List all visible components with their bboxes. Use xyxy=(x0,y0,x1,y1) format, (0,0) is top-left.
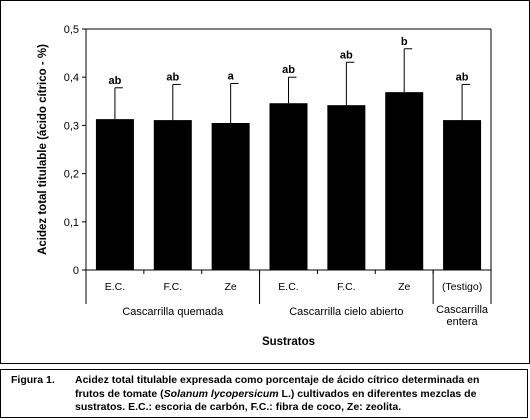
caption-species: Solanum lycopersicum xyxy=(163,387,279,400)
group-label: Cascarrilla xyxy=(436,304,489,316)
significance-letter: ab xyxy=(109,75,122,87)
caption-line-3: sustratos. E.C.: escoria de carbón, F.C.… xyxy=(75,401,402,413)
y-axis-title: Acidez total titulable (ácido cítrico - … xyxy=(37,44,49,255)
figure-frame: 0 0,1 0,2 0,3 0,4 0,5 Acidez total titulable (… xyxy=(0,0,530,364)
significance-letter: ab xyxy=(340,49,353,61)
x-tick-label: F.C. xyxy=(337,281,356,293)
bar xyxy=(95,119,134,270)
bar xyxy=(443,120,482,271)
significance-letter: b xyxy=(401,36,408,48)
x-tick-label: Ze xyxy=(225,281,237,293)
figure-caption: Figura 1. Acidez total titulable expresad… xyxy=(0,369,528,418)
y-tick-label: 0,5 xyxy=(64,24,79,36)
y-tick-label: 0,2 xyxy=(64,169,79,181)
caption-line-2a: frutos de tomate ( xyxy=(75,387,164,400)
y-tick-label: 0,3 xyxy=(64,120,79,132)
group-label: Cascarrilla quemada xyxy=(122,306,224,318)
significance-letter: ab xyxy=(282,64,295,76)
significance-letter: a xyxy=(228,70,235,82)
x-tick-label: (Testigo) xyxy=(442,281,482,293)
significance-letter: ab xyxy=(166,71,179,83)
bar xyxy=(327,105,366,270)
caption-line-2b: L.) cultivados en diferentes mezclas de xyxy=(278,387,477,400)
labels: 0 0,1 0,2 0,3 0,4 0,5 Acidez total titulable (… xyxy=(37,24,489,348)
caption-text: Figura 1. Acidez total titulable expresad… xyxy=(11,374,521,415)
y-tick-label: 0,1 xyxy=(64,217,79,229)
x-tick-label: E.C. xyxy=(105,281,125,293)
caption-line-1: Acidez total titulable expresada como po… xyxy=(75,374,480,386)
bar xyxy=(269,103,308,270)
x-axis-title: Sustratos xyxy=(262,336,315,348)
axes xyxy=(82,28,492,304)
group-label: entera xyxy=(446,316,478,328)
bar xyxy=(385,92,424,270)
significance-letter: ab xyxy=(456,71,469,83)
bar xyxy=(153,120,192,271)
bar-chart: 0 0,1 0,2 0,3 0,4 0,5 Acidez total titulable (… xyxy=(37,24,492,348)
x-tick-label: F.C. xyxy=(163,281,182,293)
x-tick-label: Ze xyxy=(398,281,410,293)
caption-label: Figura 1. xyxy=(11,374,55,386)
bars xyxy=(95,48,482,271)
bar xyxy=(211,122,250,271)
group-label: Cascarrilla cielo abierto xyxy=(289,306,403,318)
y-tick-label: 0 xyxy=(73,265,79,277)
y-tick-label: 0,4 xyxy=(64,72,79,84)
x-tick-label: E.C. xyxy=(278,281,298,293)
